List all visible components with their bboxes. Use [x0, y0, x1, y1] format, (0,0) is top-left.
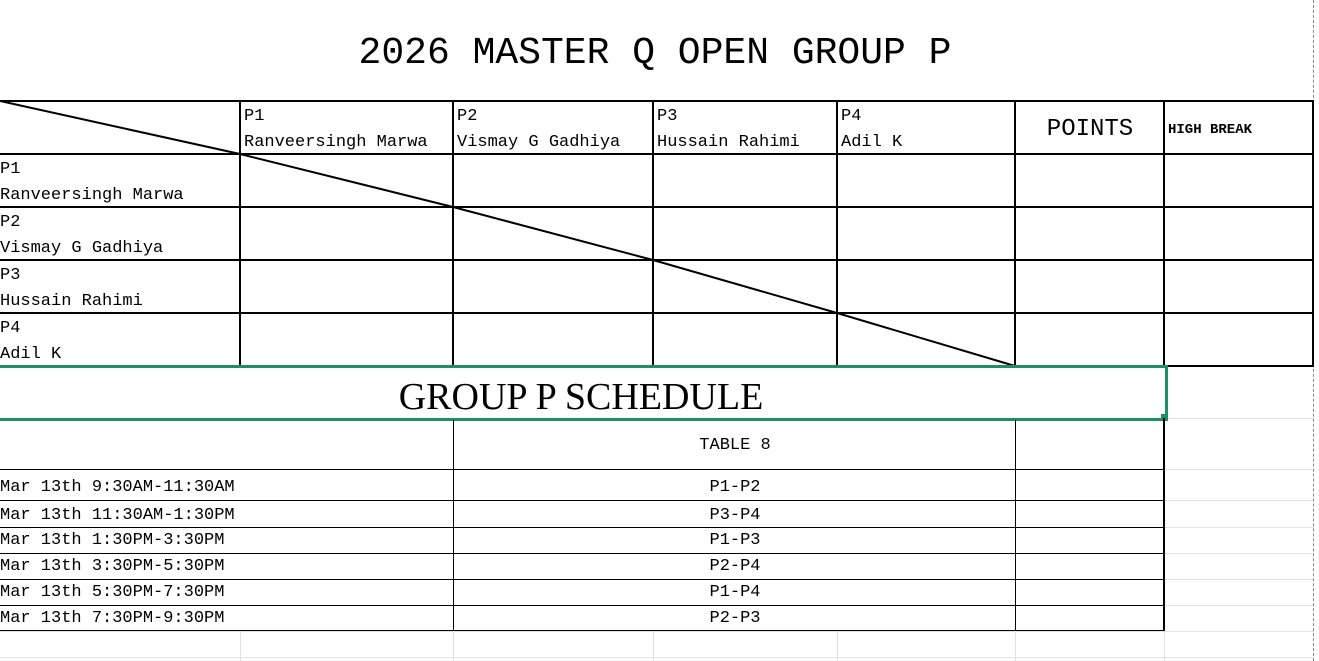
schedule-title: GROUP P SCHEDULE [398, 376, 764, 418]
gridline [1164, 579, 1314, 580]
column-header-p3: P3 Hussain Rahimi [657, 107, 800, 152]
high-break-header: HIGH BREAK [1168, 122, 1253, 138]
gridline [1164, 527, 1314, 528]
gridline [453, 631, 454, 661]
points-header: POINTS [1046, 116, 1134, 143]
table-label: TABLE 8 [699, 436, 771, 455]
match-time: Mar 13th 7:30PM-9:30PM [0, 609, 225, 628]
match-pairing: P2-P4 [709, 557, 761, 576]
match-time: Mar 13th 1:30PM-3:30PM [0, 531, 225, 550]
gridline [240, 631, 241, 661]
gridline [653, 631, 654, 661]
gridline [837, 631, 838, 661]
row-header-p3: P3 Hussain Rahimi [0, 266, 143, 311]
fill-handle[interactable] [1161, 414, 1167, 420]
column-header-p4: P4 Adil K [841, 107, 903, 152]
gridline [0, 631, 1314, 632]
gridline [1164, 605, 1314, 606]
gridline [1164, 553, 1314, 554]
page-title: 2026 MASTER Q OPEN GROUP P [358, 32, 952, 75]
match-pairing: P1-P4 [709, 583, 761, 602]
match-pairing: P1-P3 [709, 531, 761, 550]
column-header-p1: P1 Ranveersingh Marwa [244, 107, 428, 152]
match-time: Mar 13th 11:30AM-1:30PM [0, 506, 235, 525]
match-pairing: P2-P3 [709, 609, 761, 628]
match-pairing: P1-P2 [709, 478, 761, 497]
match-time: Mar 13th 9:30AM-11:30AM [0, 478, 235, 497]
column-header-p2: P2 Vismay G Gadhiya [457, 107, 621, 152]
gridline [1164, 631, 1165, 661]
gridline [0, 657, 1314, 658]
row-header-p4: P4 Adil K [0, 319, 62, 364]
match-time: Mar 13th 5:30PM-7:30PM [0, 583, 225, 602]
match-time: Mar 13th 3:30PM-5:30PM [0, 557, 225, 576]
gridline [1164, 500, 1314, 501]
row-header-p2: P2 Vismay G Gadhiya [0, 213, 164, 258]
gridline [1164, 469, 1314, 470]
schedule-title-cell-selected[interactable] [0, 365, 1168, 421]
match-pairing: P3-P4 [709, 506, 761, 525]
gridline [1015, 631, 1016, 661]
row-header-p1: P1 Ranveersingh Marwa [0, 160, 184, 205]
gridline [1164, 418, 1314, 419]
